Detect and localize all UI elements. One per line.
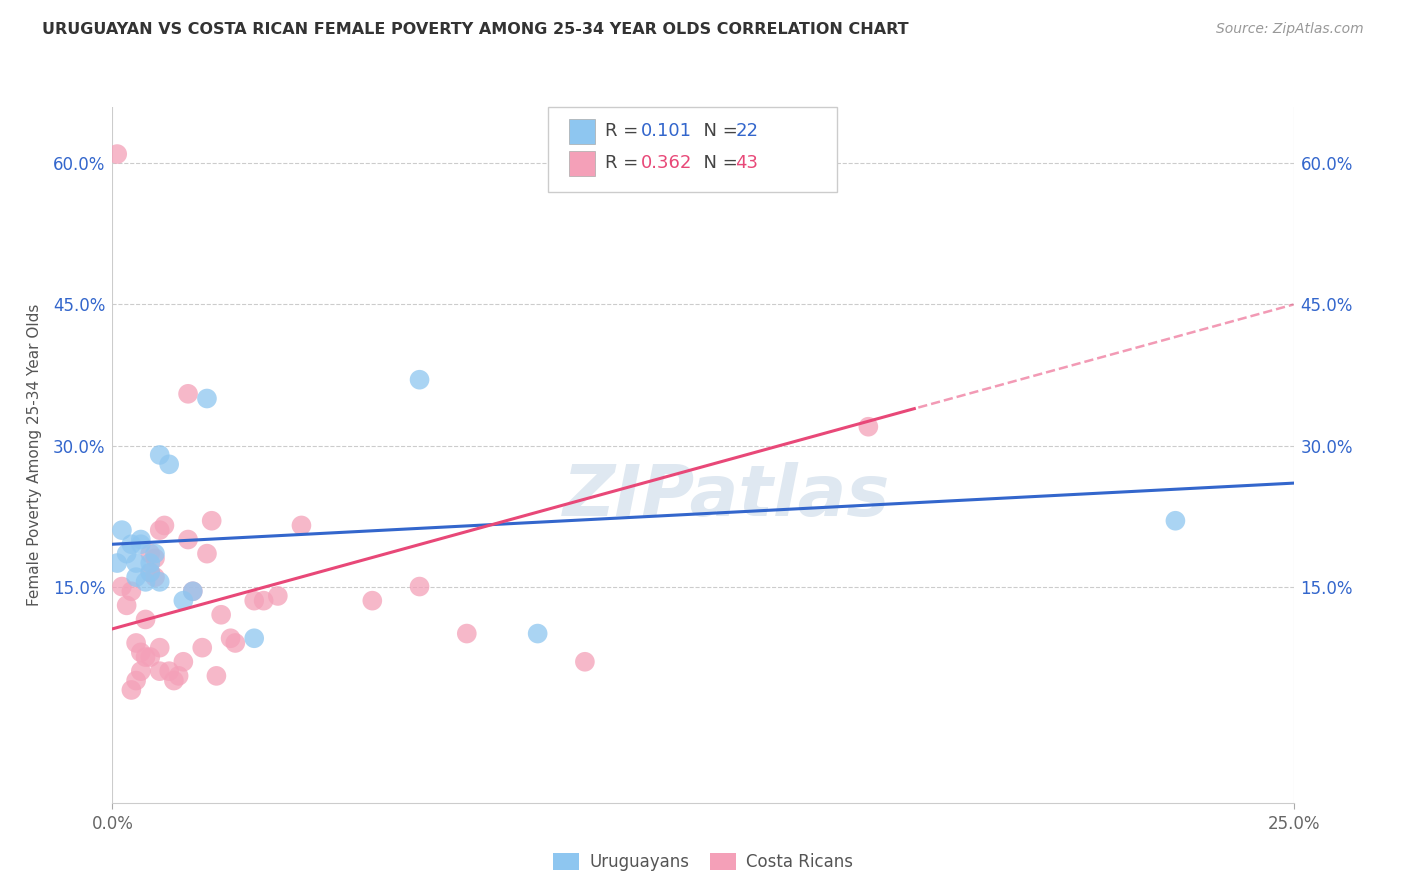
Point	[408, 580, 430, 594]
Point	[181, 584, 204, 599]
Point	[115, 547, 138, 561]
Point	[129, 533, 152, 547]
Text: R =: R =	[605, 122, 644, 140]
Point	[181, 584, 204, 599]
Point	[456, 626, 478, 640]
Point	[120, 683, 142, 698]
Point	[858, 419, 880, 434]
Point	[408, 373, 430, 387]
Point	[172, 655, 194, 669]
Point	[135, 612, 157, 626]
Point	[195, 547, 218, 561]
Point	[157, 664, 180, 678]
Point	[111, 523, 134, 537]
Point	[105, 556, 128, 570]
Point	[149, 640, 172, 655]
Point	[120, 584, 142, 599]
Point	[105, 147, 128, 161]
Y-axis label: Female Poverty Among 25-34 Year Olds: Female Poverty Among 25-34 Year Olds	[27, 304, 42, 606]
Text: URUGUAYAN VS COSTA RICAN FEMALE POVERTY AMONG 25-34 YEAR OLDS CORRELATION CHART: URUGUAYAN VS COSTA RICAN FEMALE POVERTY …	[42, 22, 908, 37]
Point	[120, 537, 142, 551]
Point	[177, 533, 200, 547]
Point	[177, 386, 200, 401]
Text: R =: R =	[605, 154, 644, 172]
Point	[172, 593, 194, 607]
Point	[149, 523, 172, 537]
Point	[1164, 514, 1187, 528]
Point	[135, 574, 157, 589]
Point	[125, 673, 148, 688]
Point	[361, 593, 384, 607]
Point	[149, 574, 172, 589]
Point	[526, 626, 548, 640]
Point	[290, 518, 312, 533]
Point	[201, 514, 224, 528]
Point	[163, 673, 186, 688]
Point	[143, 570, 166, 584]
Point	[243, 632, 266, 646]
Point	[129, 537, 152, 551]
Point	[129, 664, 152, 678]
Point	[253, 593, 276, 607]
Point	[125, 570, 148, 584]
Point	[574, 655, 596, 669]
Point	[219, 632, 242, 646]
Point	[143, 551, 166, 566]
Point	[111, 580, 134, 594]
Point	[267, 589, 290, 603]
Point	[153, 518, 176, 533]
Point	[115, 599, 138, 613]
Point	[195, 392, 218, 406]
Point	[125, 556, 148, 570]
Point	[205, 669, 228, 683]
Point	[149, 664, 172, 678]
Point	[139, 547, 162, 561]
Point	[139, 556, 162, 570]
Point	[129, 645, 152, 659]
Text: 43: 43	[735, 154, 758, 172]
Point	[157, 458, 180, 472]
Text: ZIPatlas: ZIPatlas	[562, 462, 890, 531]
Point	[139, 650, 162, 665]
Text: N =: N =	[692, 122, 744, 140]
Point	[224, 636, 246, 650]
Text: 22: 22	[735, 122, 758, 140]
Point	[167, 669, 190, 683]
Point	[149, 448, 172, 462]
Text: Source: ZipAtlas.com: Source: ZipAtlas.com	[1216, 22, 1364, 37]
Point	[139, 566, 162, 580]
Point	[209, 607, 232, 622]
Text: 0.101: 0.101	[641, 122, 692, 140]
Point	[125, 636, 148, 650]
Point	[243, 593, 266, 607]
Point	[143, 547, 166, 561]
Point	[191, 640, 214, 655]
Point	[135, 650, 157, 665]
Text: 0.362: 0.362	[641, 154, 693, 172]
Text: N =: N =	[692, 154, 744, 172]
Point	[139, 566, 162, 580]
Legend: Uruguayans, Costa Ricans: Uruguayans, Costa Ricans	[546, 847, 860, 878]
